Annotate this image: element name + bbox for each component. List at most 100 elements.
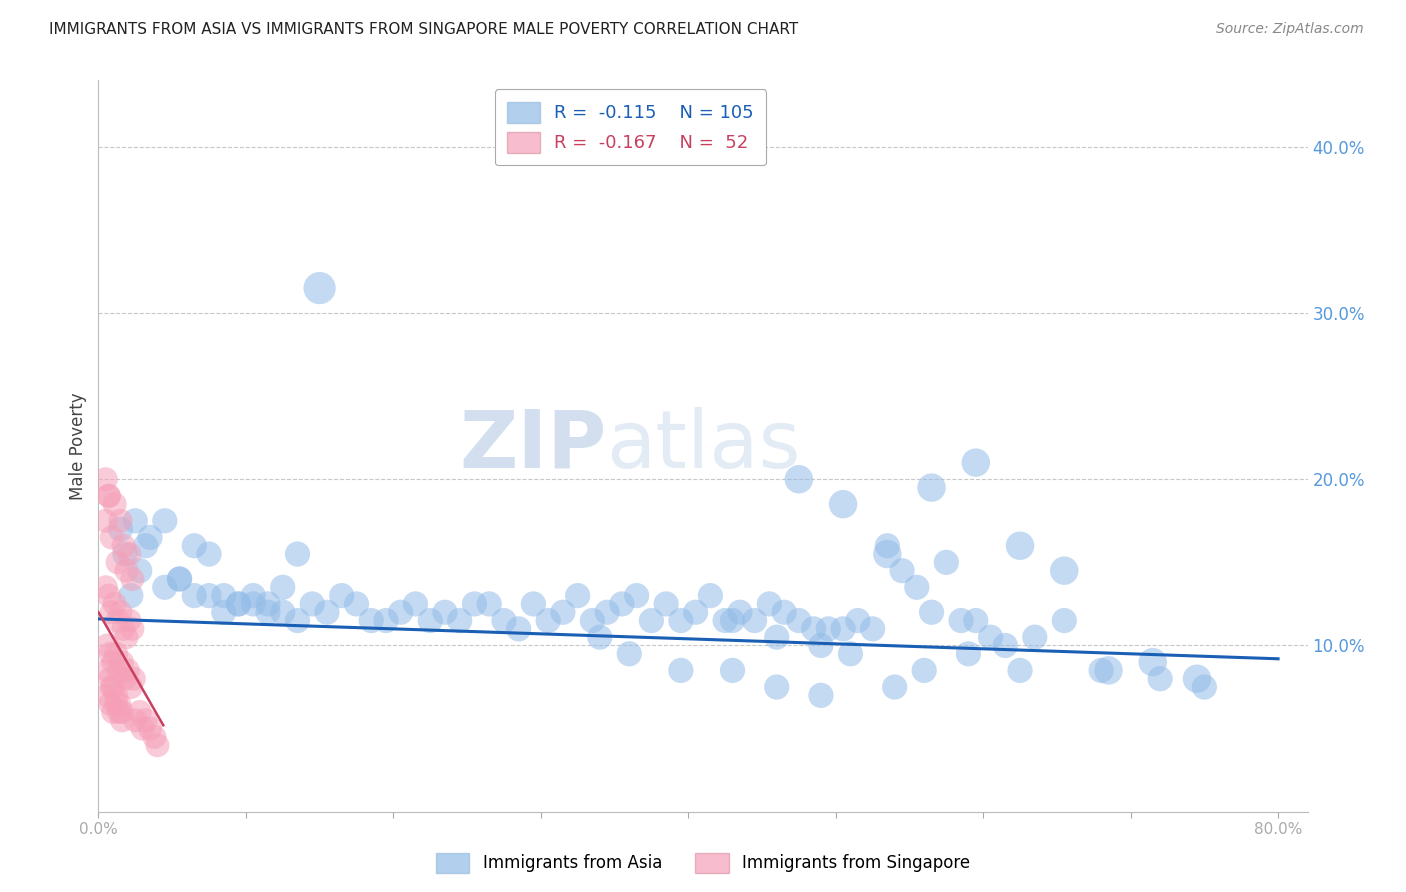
Point (242, 597, 264, 611)
Point (330, 589, 353, 603)
Point (115, 630, 138, 644)
Point (744, 614, 766, 628)
Legend: Immigrants from Asia, Immigrants from Singapore: Immigrants from Asia, Immigrants from Si… (429, 847, 977, 880)
Point (94, 472, 117, 486)
Point (965, 456, 987, 470)
Point (228, 597, 250, 611)
Point (640, 614, 662, 628)
Point (669, 614, 692, 628)
Point (1008, 664, 1031, 678)
Point (97, 589, 120, 603)
Point (891, 564, 914, 578)
Point (118, 547, 141, 561)
Point (721, 614, 744, 628)
Point (114, 547, 136, 561)
Point (862, 622, 884, 636)
Point (669, 664, 692, 678)
Point (846, 614, 869, 628)
Point (1053, 564, 1076, 578)
Point (108, 705, 131, 719)
Point (131, 722, 153, 736)
Point (271, 580, 294, 594)
Point (655, 597, 678, 611)
Point (714, 614, 737, 628)
Point (100, 530, 122, 544)
Point (212, 605, 235, 619)
Point (832, 497, 855, 511)
Point (389, 605, 412, 619)
Text: atlas: atlas (606, 407, 800, 485)
Point (1149, 672, 1171, 686)
Point (94, 580, 117, 594)
Point (581, 614, 603, 628)
Point (935, 555, 957, 569)
Point (817, 622, 839, 636)
Point (228, 597, 250, 611)
Point (619, 647, 641, 661)
Point (111, 655, 134, 669)
Point (463, 597, 485, 611)
Point (773, 605, 796, 619)
Point (787, 614, 810, 628)
Point (100, 680, 122, 694)
Point (117, 664, 139, 678)
Point (1142, 655, 1164, 669)
Point (128, 564, 150, 578)
Point (108, 697, 131, 711)
Point (139, 530, 162, 544)
Point (596, 605, 619, 619)
Point (107, 614, 129, 628)
Point (433, 605, 456, 619)
Point (346, 597, 368, 611)
Point (121, 572, 143, 586)
Point (589, 630, 612, 644)
Point (110, 514, 132, 528)
Point (994, 639, 1017, 653)
Point (212, 589, 235, 603)
Point (839, 647, 862, 661)
Point (522, 597, 544, 611)
Point (135, 714, 157, 728)
Point (97, 489, 120, 503)
Point (98, 672, 121, 686)
Text: ZIP: ZIP (458, 407, 606, 485)
Point (146, 738, 169, 752)
Point (101, 655, 124, 669)
Point (316, 605, 339, 619)
Point (121, 622, 143, 636)
Point (685, 605, 707, 619)
Point (876, 539, 898, 553)
Point (271, 605, 294, 619)
Point (308, 281, 330, 295)
Point (419, 614, 441, 628)
Point (765, 680, 787, 694)
Point (610, 597, 633, 611)
Point (169, 572, 191, 586)
Point (537, 614, 560, 628)
Point (567, 589, 589, 603)
Point (980, 630, 1002, 644)
Point (105, 647, 128, 661)
Point (478, 597, 501, 611)
Point (728, 605, 751, 619)
Point (1008, 539, 1031, 553)
Point (912, 664, 935, 678)
Point (143, 730, 166, 744)
Point (198, 547, 221, 561)
Point (832, 622, 855, 636)
Point (111, 714, 134, 728)
Point (198, 589, 221, 603)
Point (1194, 680, 1216, 694)
Point (301, 597, 323, 611)
Point (122, 672, 145, 686)
Point (810, 639, 832, 653)
Point (153, 514, 176, 528)
Point (1024, 630, 1046, 644)
Point (124, 714, 146, 728)
Point (183, 539, 205, 553)
Point (98, 647, 121, 661)
Point (111, 705, 134, 719)
Point (287, 547, 309, 561)
Point (98, 697, 121, 711)
Point (1090, 664, 1112, 678)
